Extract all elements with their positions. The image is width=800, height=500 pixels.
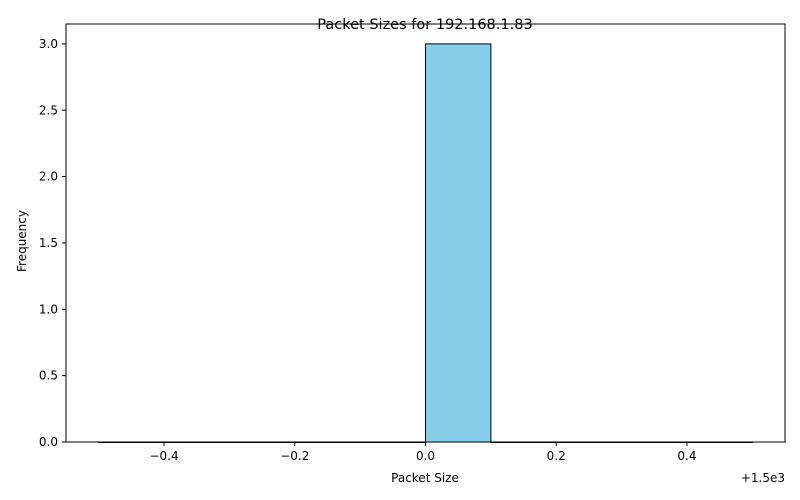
y-tick-label: 1.5 [39, 236, 58, 250]
y-tick-label: 0.0 [39, 435, 58, 449]
x-axis-offset-label: +1.5e3 [741, 471, 785, 485]
x-tick-label: 0.0 [416, 449, 435, 463]
histogram-bar [425, 43, 492, 443]
x-tick-label: −0.2 [280, 449, 309, 463]
y-tick-label: 1.0 [39, 302, 58, 316]
x-tick-label: 0.4 [677, 449, 696, 463]
y-tick-label: 2.5 [39, 103, 58, 117]
y-tick-label: 2.0 [39, 170, 58, 184]
x-axis-label: Packet Size [391, 471, 459, 485]
y-axis-ticks: 0.0 0.5 1.0 1.5 2.0 2.5 3.0 [39, 37, 66, 449]
x-tick-label: 0.2 [547, 449, 566, 463]
chart-title: Packet Sizes for 192.168.1.83 [317, 17, 532, 33]
x-tick-label: −0.4 [149, 449, 178, 463]
y-axis-label: Frequency [15, 210, 29, 272]
y-tick-label: 0.5 [39, 369, 58, 383]
y-tick-label: 3.0 [39, 37, 58, 51]
x-axis-ticks: −0.4 −0.2 0.0 0.2 0.4 [149, 442, 697, 463]
